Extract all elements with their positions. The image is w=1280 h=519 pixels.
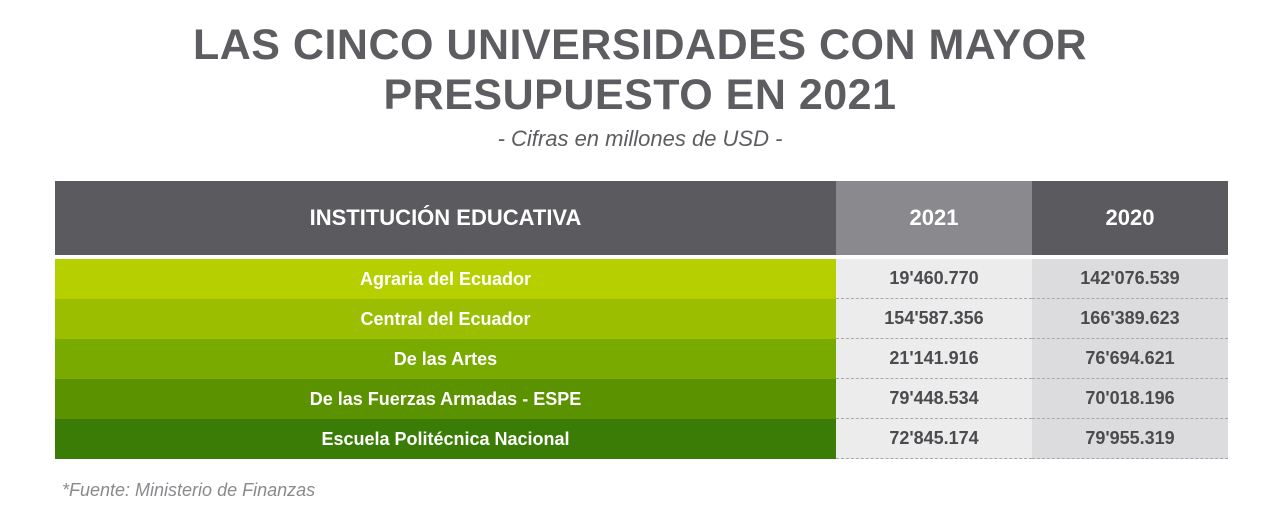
value-2021: 154'587.356 (836, 299, 1032, 339)
value-2020: 70'018.196 (1032, 379, 1228, 419)
header-2020: 2020 (1032, 181, 1228, 255)
value-2020: 79'955.319 (1032, 419, 1228, 459)
value-2021: 19'460.770 (836, 259, 1032, 299)
header-2021: 2021 (836, 181, 1032, 255)
value-2020: 142'076.539 (1032, 259, 1228, 299)
value-2021: 21'141.916 (836, 339, 1032, 379)
institution-name: Central del Ecuador (55, 299, 836, 339)
chart-subtitle: - Cifras en millones de USD - (497, 126, 783, 151)
header-institucion: INSTITUCIÓN EDUCATIVA (55, 181, 836, 255)
institution-name: De las Fuerzas Armadas - ESPE (55, 379, 836, 419)
value-2021: 72'845.174 (836, 419, 1032, 459)
chart-title-line-1: LAS CINCO UNIVERSIDADES CON MAYOR (192, 21, 1088, 69)
value-2020: 76'694.621 (1032, 339, 1228, 379)
table-row: Escuela Politécnica Nacional 72'845.174 … (55, 419, 1228, 459)
table-row: De las Artes 21'141.916 76'694.621 (55, 339, 1228, 379)
institution-name: Escuela Politécnica Nacional (55, 419, 836, 459)
value-2020: 166'389.623 (1032, 299, 1228, 339)
institution-name: Agraria del Ecuador (55, 259, 836, 299)
chart-title-line-2: PRESUPUESTO EN 2021 (383, 71, 897, 119)
table-row: Agraria del Ecuador 19'460.770 142'076.5… (55, 259, 1228, 299)
budget-table: INSTITUCIÓN EDUCATIVA 2021 2020 Agraria … (55, 181, 1228, 459)
table-row: Central del Ecuador 154'587.356 166'389.… (55, 299, 1228, 339)
value-2021: 79'448.534 (836, 379, 1032, 419)
source-note: *Fuente: Ministerio de Finanzas (62, 480, 316, 500)
table-row: De las Fuerzas Armadas - ESPE 79'448.534… (55, 379, 1228, 419)
institution-name: De las Artes (55, 339, 836, 379)
